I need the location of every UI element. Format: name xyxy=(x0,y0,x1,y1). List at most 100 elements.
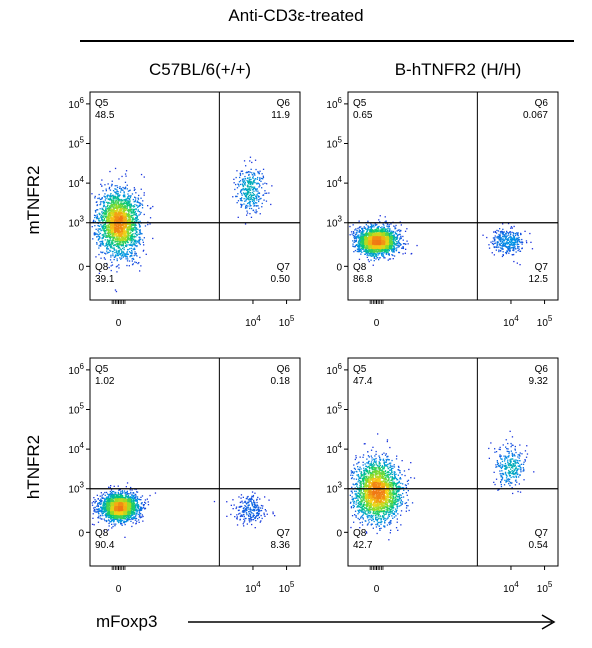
event-dot xyxy=(372,245,374,247)
event-dot xyxy=(246,210,248,212)
event-dot xyxy=(389,246,392,248)
event-dot xyxy=(389,247,391,249)
event-dot xyxy=(249,201,252,203)
event-dot xyxy=(133,235,136,237)
event-dot xyxy=(384,228,386,231)
event-dot xyxy=(362,233,364,235)
event-dot xyxy=(135,224,137,226)
event-dot xyxy=(119,191,122,193)
event-dot xyxy=(107,242,110,244)
event-dot xyxy=(119,204,122,206)
event-dot xyxy=(122,245,125,247)
event-dot xyxy=(494,242,497,244)
event-dot xyxy=(131,228,133,230)
event-dot xyxy=(500,247,502,249)
event-dot xyxy=(243,198,245,200)
event-dot xyxy=(111,240,113,243)
event-dot xyxy=(370,251,372,253)
event-dot xyxy=(387,237,390,239)
event-dot xyxy=(512,239,514,241)
event-dot xyxy=(501,245,503,247)
event-dot xyxy=(386,225,388,227)
event-dot xyxy=(490,241,492,243)
event-dot xyxy=(386,236,388,238)
event-dot xyxy=(387,249,389,252)
event-dot xyxy=(137,218,139,221)
event-dot xyxy=(250,187,252,189)
event-dot xyxy=(504,244,506,247)
event-dot xyxy=(106,239,109,241)
event-dot xyxy=(119,257,121,259)
event-dot xyxy=(516,237,518,239)
event-dot xyxy=(119,214,121,216)
event-dot xyxy=(400,244,402,246)
event-dot xyxy=(507,242,509,245)
quadrant-name: Q5 xyxy=(95,98,109,109)
event-dot xyxy=(357,242,359,244)
event-dot xyxy=(125,245,127,247)
event-dot xyxy=(103,228,105,230)
event-dot xyxy=(366,251,368,253)
event-dot xyxy=(255,189,257,191)
event-dot xyxy=(135,261,137,264)
event-dot xyxy=(259,185,261,187)
event-dot xyxy=(120,205,122,208)
event-dot xyxy=(240,198,242,200)
event-dot xyxy=(108,212,110,215)
event-dot xyxy=(116,234,118,236)
event-dot xyxy=(135,213,137,215)
event-dot xyxy=(110,205,113,207)
event-dot xyxy=(117,210,119,212)
event-dot xyxy=(119,238,122,240)
event-dot xyxy=(248,174,250,176)
event-dot xyxy=(115,217,117,219)
event-dot xyxy=(512,235,515,237)
event-dot xyxy=(123,209,126,211)
event-dot xyxy=(375,244,378,246)
event-dot xyxy=(381,247,383,250)
event-dot xyxy=(377,254,379,256)
event-dot xyxy=(240,190,242,192)
event-dot xyxy=(141,204,144,206)
event-dot xyxy=(142,241,144,243)
event-dot xyxy=(369,237,371,239)
event-dot xyxy=(381,233,384,235)
event-dot xyxy=(124,230,126,232)
event-dot xyxy=(266,192,268,194)
event-dot xyxy=(129,200,131,202)
event-dot xyxy=(120,203,123,206)
event-dot xyxy=(374,223,376,225)
event-dot xyxy=(500,238,502,240)
event-dot xyxy=(116,265,119,267)
event-dot xyxy=(120,212,123,214)
event-dot xyxy=(358,240,360,242)
event-dot xyxy=(117,196,120,198)
event-dot xyxy=(104,223,106,225)
event-dot xyxy=(361,229,364,231)
event-dot xyxy=(372,233,374,235)
event-dot xyxy=(106,211,108,213)
event-dot xyxy=(117,216,120,218)
event-dot xyxy=(118,247,121,249)
event-dot xyxy=(132,230,134,232)
event-dot xyxy=(119,227,121,229)
event-dot xyxy=(114,244,116,247)
event-dot xyxy=(398,229,400,231)
event-dot xyxy=(252,188,254,191)
event-dot xyxy=(371,226,373,228)
event-dot xyxy=(505,233,507,235)
event-dot xyxy=(134,214,136,216)
event-dot xyxy=(93,214,96,216)
event-dot xyxy=(364,250,366,252)
event-dot xyxy=(402,246,404,248)
event-dot xyxy=(374,246,376,248)
event-dot xyxy=(106,248,108,250)
event-dot xyxy=(136,220,138,222)
event-dot xyxy=(372,264,374,266)
event-dot xyxy=(130,204,133,207)
event-dot xyxy=(127,253,129,255)
event-dot xyxy=(246,189,248,192)
event-dot xyxy=(249,176,251,178)
event-dot xyxy=(237,193,239,195)
event-dot xyxy=(375,249,377,251)
